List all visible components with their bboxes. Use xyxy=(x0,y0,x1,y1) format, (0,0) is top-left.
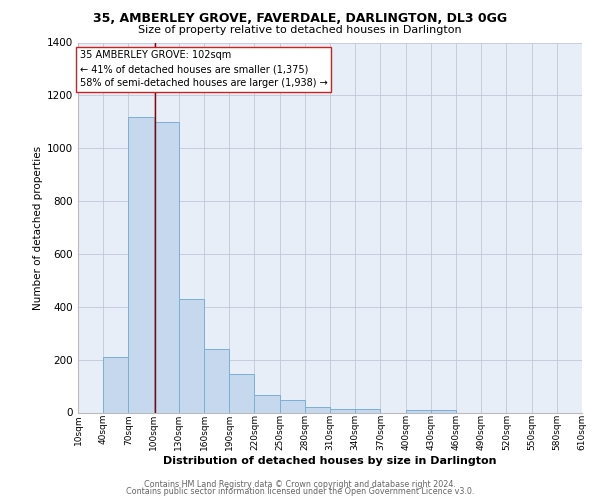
Bar xyxy=(305,406,330,412)
Text: Size of property relative to detached houses in Darlington: Size of property relative to detached ho… xyxy=(138,25,462,35)
Bar xyxy=(229,374,254,412)
Bar xyxy=(280,400,305,412)
Bar xyxy=(179,299,204,412)
Text: 35, AMBERLEY GROVE, FAVERDALE, DARLINGTON, DL3 0GG: 35, AMBERLEY GROVE, FAVERDALE, DARLINGTO… xyxy=(93,12,507,26)
Bar xyxy=(254,396,280,412)
Bar xyxy=(431,410,456,412)
Bar xyxy=(406,410,431,412)
Y-axis label: Number of detached properties: Number of detached properties xyxy=(33,146,43,310)
Bar xyxy=(355,410,380,412)
Bar xyxy=(103,357,128,412)
Bar xyxy=(128,116,154,412)
Text: 35 AMBERLEY GROVE: 102sqm
← 41% of detached houses are smaller (1,375)
58% of se: 35 AMBERLEY GROVE: 102sqm ← 41% of detac… xyxy=(80,50,328,88)
Bar xyxy=(154,122,179,412)
Bar xyxy=(330,408,355,412)
X-axis label: Distribution of detached houses by size in Darlington: Distribution of detached houses by size … xyxy=(163,456,497,466)
Text: Contains HM Land Registry data © Crown copyright and database right 2024.: Contains HM Land Registry data © Crown c… xyxy=(144,480,456,489)
Text: Contains public sector information licensed under the Open Government Licence v3: Contains public sector information licen… xyxy=(126,487,474,496)
Bar xyxy=(204,349,229,412)
